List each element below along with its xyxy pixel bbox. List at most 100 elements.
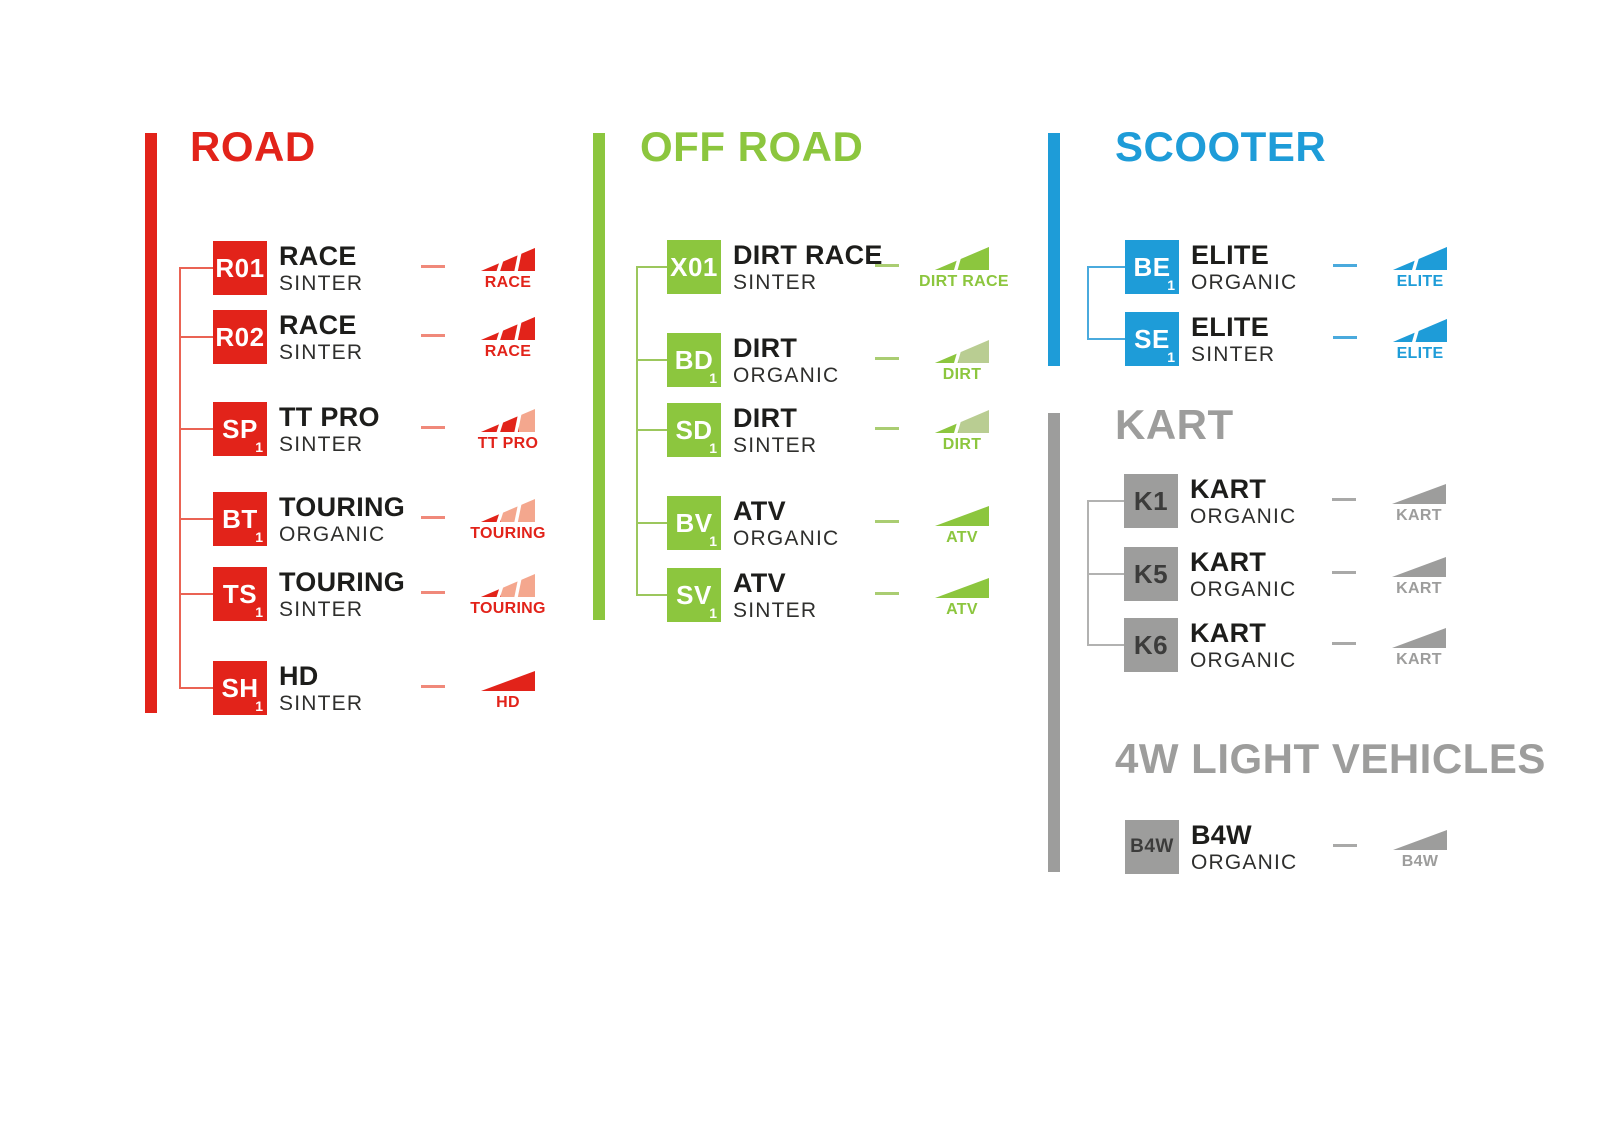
product-code-box: BT 1 [213, 492, 267, 546]
product-code: SE [1134, 323, 1170, 354]
performance-level-label: ELITE [1396, 345, 1444, 362]
product-name: ATV [733, 568, 786, 598]
product-code: K5 [1133, 558, 1169, 589]
product-entry: TS 1 TOURING SINTER TOURING [213, 567, 558, 627]
product-code-box: K6 [1124, 618, 1178, 672]
product-name: HD [279, 661, 319, 691]
connector-stub [179, 428, 213, 430]
performance-level-icon [465, 662, 551, 691]
performance-level-label: DIRT [942, 436, 982, 453]
performance-level-label: B4W [1401, 853, 1439, 870]
product-name: RACE [279, 241, 357, 271]
product-code-subscript: 1 [1167, 349, 1175, 365]
product-code-subscript: 1 [255, 604, 263, 620]
product-code-subscript: 1 [709, 440, 717, 456]
product-code-box: R02 [213, 310, 267, 364]
performance-level-label: DIRT [942, 366, 982, 383]
product-entry: X01 DIRT RACE SINTER DIRT RACE [667, 240, 1012, 300]
product-name: DIRT [733, 403, 798, 433]
product-material: ORGANIC [1191, 851, 1298, 874]
dash-connector [875, 264, 899, 267]
performance-level-icon [919, 569, 1005, 598]
connector-stub [636, 359, 667, 361]
product-name: KART [1190, 474, 1267, 504]
section-title: SCOOTER [1115, 123, 1327, 170]
product-code: SV [676, 579, 712, 610]
performance-level-label: ATV [946, 601, 978, 618]
product-code-subscript: 1 [709, 533, 717, 549]
product-entry: R02 RACE SINTER RACE [213, 310, 558, 370]
connector-stub [179, 687, 213, 689]
performance-level-icon [1376, 475, 1462, 504]
product-name: KART [1190, 547, 1267, 577]
section-bar [145, 133, 157, 713]
product-material: SINTER [1191, 343, 1276, 366]
performance-level-label: ELITE [1396, 273, 1444, 290]
performance-level-label: TOURING [470, 525, 546, 542]
performance-level-label: KART [1396, 580, 1442, 597]
product-name: TOURING [279, 492, 406, 522]
performance-level-icon [919, 497, 1005, 526]
product-name: TOURING [279, 567, 406, 597]
product-code: B4W [1130, 836, 1174, 857]
product-material: ORGANIC [733, 527, 840, 550]
performance-level-label: TT PRO [477, 435, 539, 452]
product-code: SH [221, 672, 259, 703]
product-material: ORGANIC [1191, 271, 1298, 294]
dash-connector [875, 592, 899, 595]
dash-connector [1333, 336, 1357, 339]
performance-level-icon [919, 404, 1005, 433]
product-name: DIRT [733, 333, 798, 363]
product-code: BE [1133, 251, 1171, 282]
performance-level-icon [1376, 619, 1462, 648]
performance-level-label: DIRT RACE [919, 273, 1009, 290]
product-material: ORGANIC [1190, 649, 1297, 672]
connector-stub [636, 594, 667, 596]
section-title: ROAD [190, 123, 316, 170]
product-code-box: X01 [667, 240, 721, 294]
section-bar [593, 133, 605, 620]
section-bar [1048, 133, 1060, 366]
product-code-box: K5 [1124, 547, 1178, 601]
product-entry: SV 1 ATV SINTER ATV [667, 568, 1012, 628]
product-code-subscript: 1 [709, 605, 717, 621]
product-code-subscript: 1 [255, 439, 263, 455]
product-code-box: SV 1 [667, 568, 721, 622]
connector-stub [179, 518, 213, 520]
product-code-box: K1 [1124, 474, 1178, 528]
product-code: K1 [1133, 485, 1169, 516]
product-entry: SD 1 DIRT SINTER DIRT [667, 403, 1012, 463]
product-entry: SP 1 TT PRO SINTER TT PRO [213, 402, 558, 462]
product-code-box: SE 1 [1125, 312, 1179, 366]
product-code-subscript: 1 [255, 529, 263, 545]
dash-connector [875, 357, 899, 360]
connector-stub [179, 336, 213, 338]
dash-connector [1332, 642, 1356, 645]
product-material: SINTER [279, 692, 364, 715]
connector-stub [636, 429, 667, 431]
performance-level-label: KART [1396, 651, 1442, 668]
performance-level-icon [1377, 313, 1463, 342]
product-entry: BT 1 TOURING ORGANIC TOURING [213, 492, 558, 552]
product-entry: SH 1 HD SINTER HD [213, 661, 558, 721]
product-code: SD [675, 414, 713, 445]
section-bar [1048, 413, 1060, 872]
product-entry: B4W B4W ORGANIC B4W [1125, 820, 1470, 880]
product-name: TT PRO [279, 402, 380, 432]
product-code-box: SP 1 [213, 402, 267, 456]
product-material: SINTER [279, 341, 364, 364]
connector-stub [1087, 573, 1124, 575]
product-code-box: TS 1 [213, 567, 267, 621]
dash-connector [1333, 844, 1357, 847]
product-name: KART [1190, 618, 1267, 648]
performance-level-icon [465, 311, 551, 340]
product-code-box: BD 1 [667, 333, 721, 387]
product-code: R02 [215, 321, 265, 352]
product-entry: R01 RACE SINTER RACE [213, 241, 558, 301]
product-entry: K5 KART ORGANIC KART [1124, 547, 1469, 607]
product-material: SINTER [733, 434, 818, 457]
performance-level-icon [919, 241, 1005, 270]
product-name: B4W [1191, 820, 1252, 850]
product-code-box: BE 1 [1125, 240, 1179, 294]
